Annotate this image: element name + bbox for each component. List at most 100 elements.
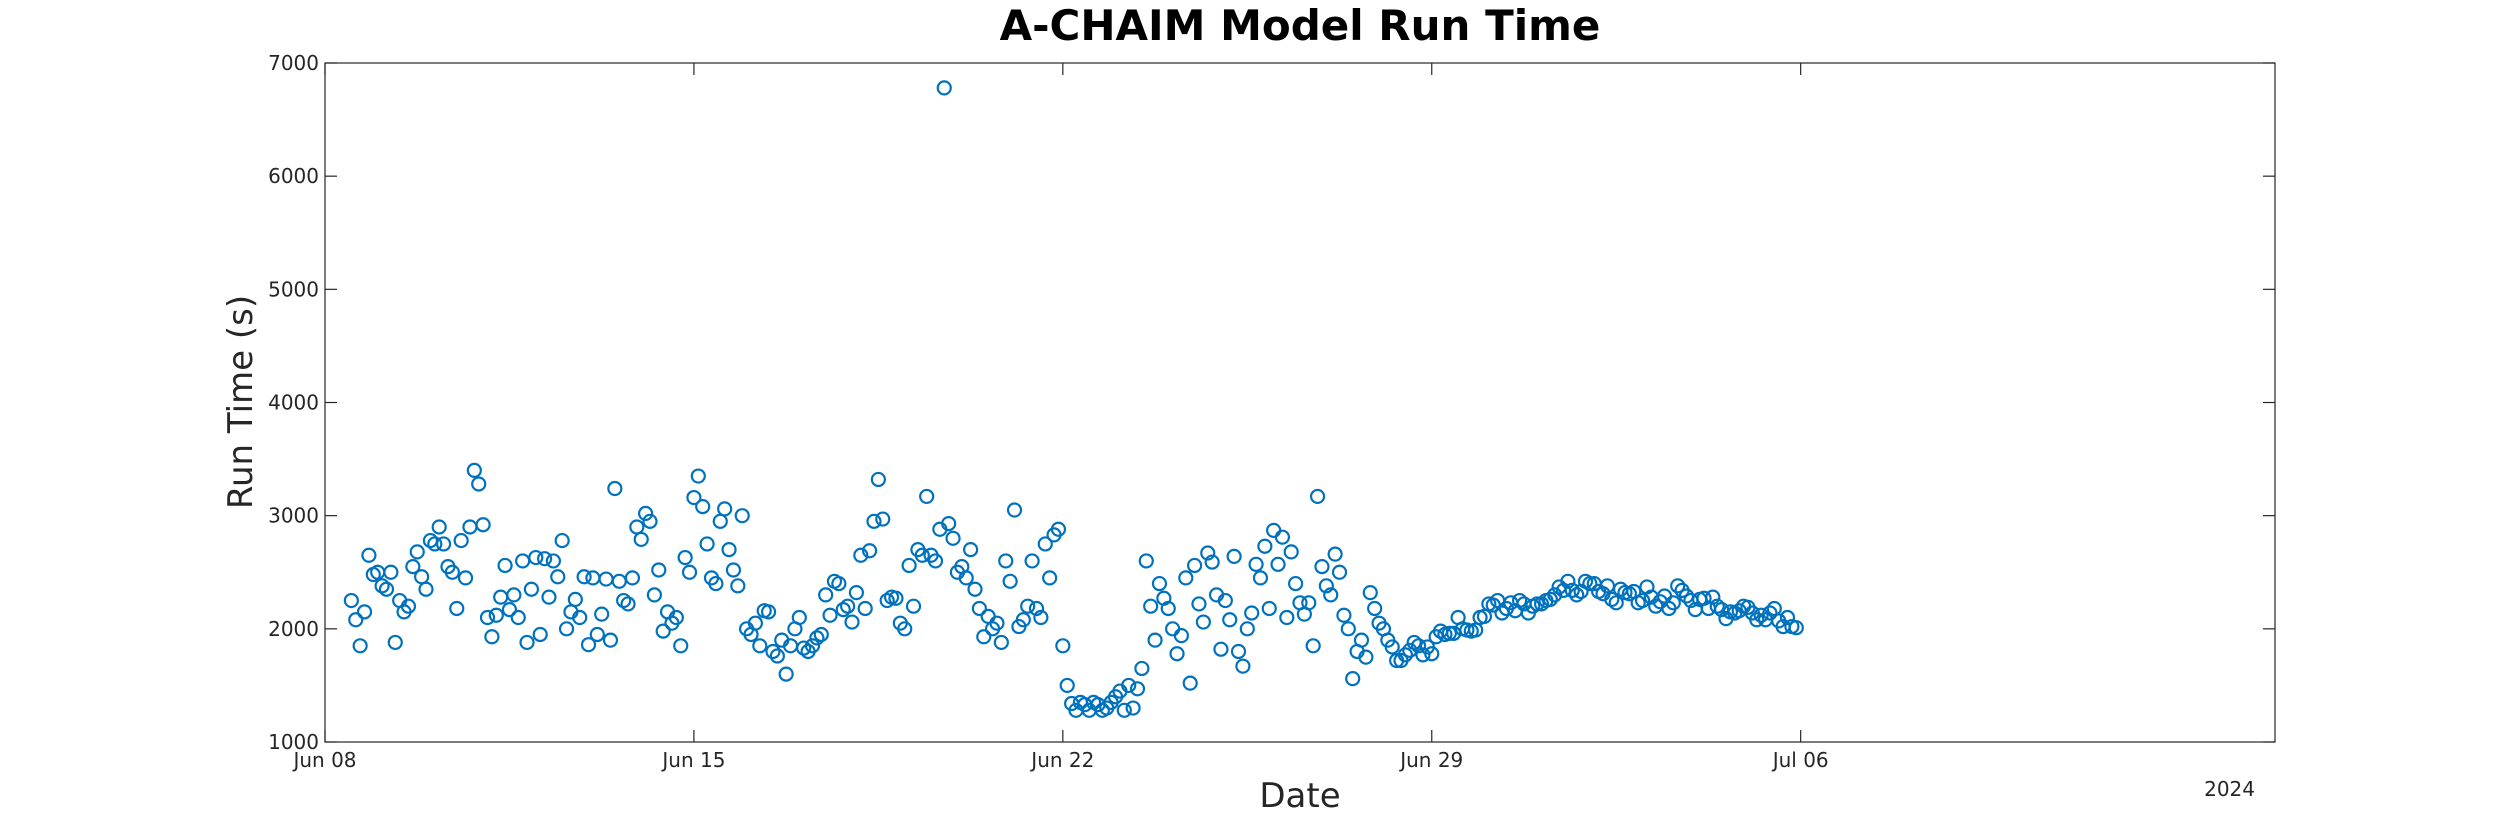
data-point: [747, 615, 764, 631]
data-point: [690, 468, 706, 484]
data-point: [1230, 643, 1247, 660]
data-point: [1055, 638, 1071, 654]
data-point: [927, 553, 944, 569]
data-point: [870, 471, 886, 488]
data-point: [1257, 538, 1273, 554]
data-point: [936, 80, 952, 96]
data-point: [1222, 612, 1238, 628]
data-point: [875, 511, 891, 527]
data-point: [681, 564, 698, 580]
data-point: [1125, 700, 1141, 716]
data-point: [1252, 570, 1269, 586]
data-point: [1665, 595, 1681, 611]
data-point: [717, 501, 733, 517]
data-point: [1274, 529, 1291, 545]
data-point: [958, 570, 974, 586]
data-point: [541, 589, 557, 605]
data-point: [1779, 609, 1796, 626]
data-point: [844, 614, 860, 630]
data-point: [427, 536, 443, 552]
data-point: [352, 638, 368, 654]
data-point: [1542, 591, 1558, 608]
data-point: [1384, 639, 1400, 655]
data-point: [848, 585, 865, 601]
y-tick-label: 4000: [268, 391, 319, 415]
data-points: [343, 80, 1804, 718]
data-point: [1424, 646, 1440, 662]
data-point: [765, 643, 781, 660]
data-point: [383, 564, 399, 580]
data-point: [1345, 671, 1361, 687]
data-point: [457, 570, 474, 586]
data-point: [963, 542, 979, 558]
data-point: [1301, 595, 1317, 611]
data-point: [1533, 596, 1550, 612]
data-point: [769, 648, 785, 664]
data-point: [1582, 575, 1598, 592]
data-point: [449, 600, 465, 617]
data-point: [1173, 628, 1190, 644]
data-point: [822, 607, 838, 623]
data-point: [1788, 620, 1804, 636]
data-point: [453, 532, 469, 549]
data-point: [1358, 649, 1374, 665]
data-point: [655, 623, 671, 639]
data-point: [1195, 614, 1211, 630]
x-tick-label: Jun 29: [1398, 748, 1463, 772]
data-point: [528, 549, 544, 566]
data-point: [501, 601, 518, 618]
data-point: [1634, 592, 1651, 609]
y-tick-label: 2000: [268, 617, 319, 641]
data-point: [361, 547, 377, 563]
data-point: [857, 600, 873, 617]
data-point: [484, 629, 500, 645]
data-point: [642, 513, 658, 529]
plot-area: [324, 62, 2276, 743]
data-point: [1353, 632, 1370, 648]
data-point: [343, 592, 359, 609]
data-point: [813, 626, 829, 643]
data-point: [1182, 675, 1198, 691]
data-point: [778, 666, 794, 682]
data-point: [1050, 521, 1067, 537]
data-point: [989, 615, 1005, 631]
data-point: [1367, 600, 1383, 617]
data-point: [1160, 600, 1176, 617]
data-point: [1244, 605, 1260, 621]
data-point: [409, 544, 425, 560]
data-point: [730, 578, 746, 594]
data-point: [1226, 548, 1242, 565]
data-point: [835, 601, 851, 618]
data-point: [1213, 641, 1229, 657]
data-point: [607, 480, 623, 497]
data-point: [1143, 598, 1159, 614]
data-point: [1270, 556, 1286, 572]
data-point: [497, 557, 513, 574]
data-point: [558, 621, 575, 637]
data-point: [941, 515, 957, 532]
y-tick-label: 3000: [268, 504, 319, 528]
data-point: [1235, 658, 1251, 674]
y-axis-label: Run Time (s): [221, 295, 261, 509]
data-point: [1555, 582, 1572, 598]
data-point: [1169, 646, 1185, 662]
data-point: [897, 621, 913, 637]
x-axis-year-label: 2024: [2204, 777, 2255, 801]
data-point: [818, 587, 834, 603]
x-axis-label: Date: [1259, 776, 1340, 816]
data-point: [1279, 609, 1295, 626]
data-point: [725, 562, 742, 578]
data-point: [734, 508, 750, 524]
data-point: [1283, 544, 1299, 560]
data-point: [1762, 605, 1778, 621]
data-point: [1134, 660, 1150, 677]
data-point: [796, 640, 812, 656]
data-point: [1309, 488, 1326, 505]
data-point: [550, 569, 566, 585]
data-point: [804, 638, 821, 654]
data-point: [1178, 570, 1194, 586]
data-point: [1037, 536, 1053, 552]
data-point: [1020, 598, 1036, 614]
data-point: [752, 638, 768, 654]
data-point: [809, 630, 825, 646]
